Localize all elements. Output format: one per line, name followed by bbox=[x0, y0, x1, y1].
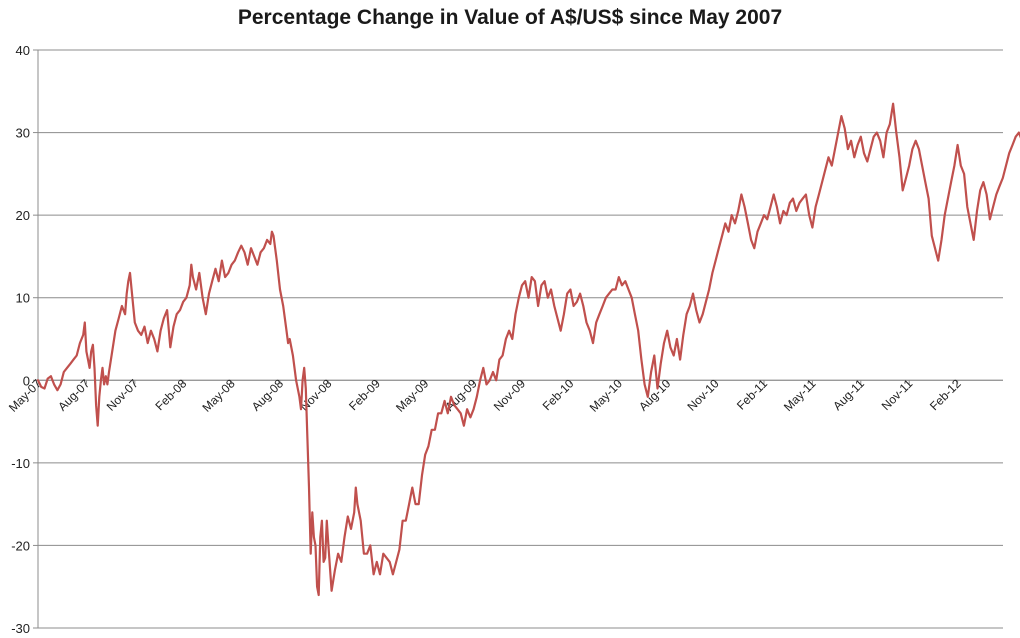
y-tick-labels: -30 -20 -10 0 10 20 30 40 bbox=[11, 43, 30, 636]
y-tick-label: 10 bbox=[16, 291, 30, 306]
y-tick-label: 40 bbox=[16, 43, 30, 58]
y-tick-label: -30 bbox=[11, 621, 30, 636]
x-tick-label: Nov-11 bbox=[879, 376, 916, 413]
series-layer bbox=[36, 102, 1020, 597]
series-line-0 bbox=[36, 102, 1020, 597]
x-tick-label: Feb-09 bbox=[346, 376, 383, 413]
x-tick-label: May-08 bbox=[200, 376, 238, 414]
x-tick-label: May-10 bbox=[587, 376, 625, 414]
x-tick-label: Feb-10 bbox=[540, 376, 577, 413]
x-tick-label: Aug-08 bbox=[249, 376, 286, 413]
gridlines bbox=[38, 49, 1003, 629]
x-tick-label: May-09 bbox=[393, 376, 431, 414]
x-tick-label: Feb-11 bbox=[734, 376, 770, 412]
x-tick-label: Aug-10 bbox=[636, 376, 673, 413]
x-tick-label: Aug-11 bbox=[830, 376, 867, 413]
y-tick-label: 20 bbox=[16, 208, 30, 223]
x-tick-label: Feb-12 bbox=[927, 376, 964, 413]
y-tick-label: -10 bbox=[11, 456, 30, 471]
axes bbox=[33, 49, 1003, 629]
x-tick-label: Nov-07 bbox=[104, 376, 141, 413]
y-tick-label: 0 bbox=[23, 373, 30, 388]
y-tick-label: -20 bbox=[11, 538, 30, 553]
x-tick-label: Nov-09 bbox=[491, 376, 528, 413]
chart-title: Percentage Change in Value of A$/US$ sin… bbox=[237, 6, 783, 29]
x-tick-label: Feb-08 bbox=[153, 376, 190, 413]
x-tick-label: Nov-10 bbox=[684, 376, 721, 413]
y-tick-label: 30 bbox=[16, 126, 30, 141]
x-tick-label: May-11 bbox=[781, 376, 819, 414]
